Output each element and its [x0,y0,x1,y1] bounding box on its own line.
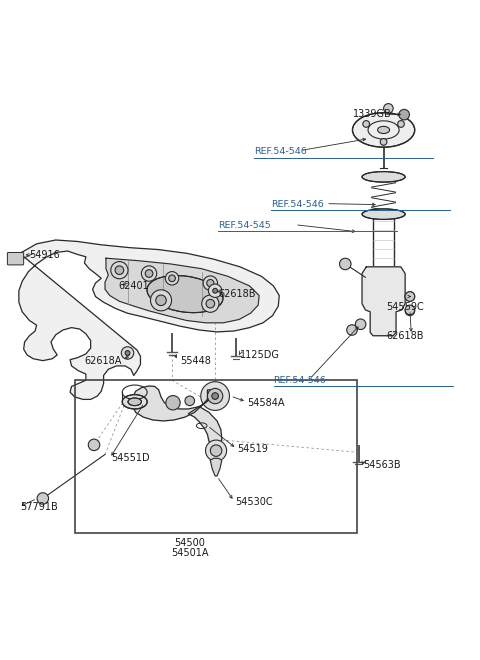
Circle shape [125,350,130,355]
Circle shape [397,121,404,127]
Circle shape [115,266,124,275]
Text: 1339GB: 1339GB [352,109,391,119]
Text: 54551D: 54551D [111,453,149,463]
Text: REF.54-545: REF.54-545 [218,221,271,230]
Polygon shape [19,240,279,399]
Text: 62618B: 62618B [386,331,423,341]
Circle shape [166,395,180,410]
Ellipse shape [147,275,223,313]
Circle shape [405,292,415,301]
Circle shape [201,381,229,411]
Text: 54530C: 54530C [235,497,273,508]
Circle shape [168,275,175,282]
Circle shape [145,270,153,277]
Polygon shape [132,386,214,421]
Circle shape [380,139,387,145]
Circle shape [202,295,219,312]
Text: 54501A: 54501A [171,548,208,558]
Text: 62618A: 62618A [84,356,122,366]
Circle shape [339,258,351,270]
Polygon shape [188,407,222,449]
Circle shape [347,325,357,335]
Text: 55448: 55448 [180,356,211,366]
Circle shape [405,306,415,315]
Text: 54500: 54500 [174,537,205,548]
Ellipse shape [128,398,142,406]
Circle shape [151,290,171,311]
Text: 54519: 54519 [238,444,268,453]
Circle shape [206,300,215,308]
Text: 62401: 62401 [118,281,149,291]
Circle shape [384,104,393,113]
Text: 54563B: 54563B [363,460,401,470]
Ellipse shape [362,209,405,219]
Ellipse shape [122,395,147,409]
Circle shape [165,272,179,285]
Ellipse shape [378,126,390,133]
Circle shape [88,439,100,451]
Text: REF.54-546: REF.54-546 [271,200,324,209]
Circle shape [363,121,370,127]
Polygon shape [210,458,222,476]
Circle shape [355,319,366,329]
Text: REF.54-546: REF.54-546 [274,376,326,385]
Polygon shape [362,267,405,336]
Text: 57791B: 57791B [20,502,58,512]
Circle shape [405,305,415,315]
Circle shape [142,266,157,281]
Circle shape [207,279,214,286]
Bar [75,380,357,533]
Text: 62618B: 62618B [218,288,256,298]
Circle shape [205,440,227,461]
Circle shape [37,493,48,504]
Circle shape [213,288,217,293]
Circle shape [210,445,222,456]
Text: 1125DG: 1125DG [240,350,280,360]
Ellipse shape [362,172,405,182]
Text: 54916: 54916 [29,250,60,260]
Text: 54559C: 54559C [386,302,424,312]
Circle shape [207,388,223,404]
Circle shape [399,110,409,120]
Polygon shape [105,258,259,323]
Circle shape [111,261,128,279]
Ellipse shape [352,113,415,147]
Circle shape [121,346,134,359]
Text: REF.54-546: REF.54-546 [254,147,307,156]
Circle shape [185,396,194,406]
Circle shape [156,295,166,306]
FancyBboxPatch shape [7,253,24,265]
Circle shape [212,393,218,399]
Circle shape [203,276,217,290]
Circle shape [208,284,222,298]
Text: 54584A: 54584A [247,398,285,408]
Circle shape [405,292,415,301]
